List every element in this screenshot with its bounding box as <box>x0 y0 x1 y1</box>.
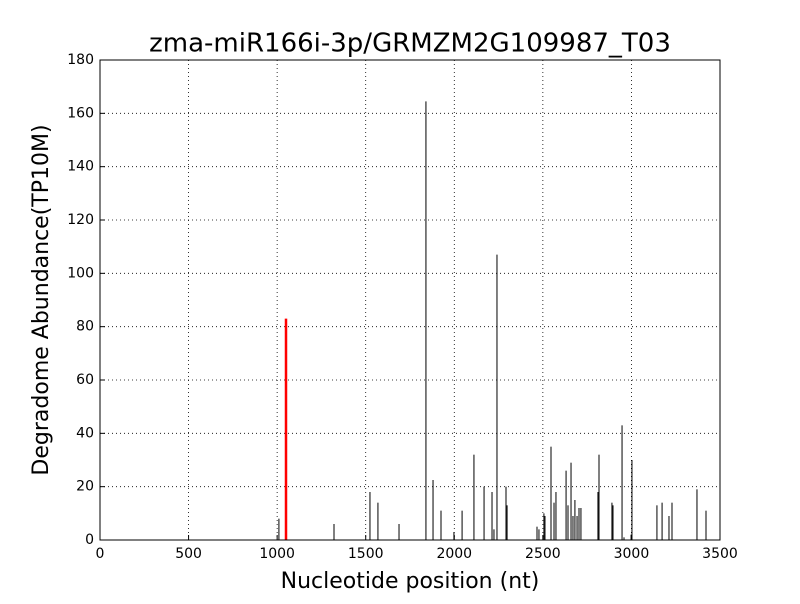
y-tick-label: 80 <box>76 319 94 335</box>
y-tick-label: 160 <box>67 105 94 121</box>
x-tick-label: 0 <box>96 546 105 562</box>
x-tick-label: 3000 <box>614 546 650 562</box>
y-tick-label: 180 <box>67 52 94 68</box>
y-tick-label: 100 <box>67 265 94 281</box>
x-tick-label: 1000 <box>259 546 295 562</box>
y-tick-label: 140 <box>67 159 94 175</box>
y-tick-label: 120 <box>67 212 94 228</box>
chart-title: zma-miR166i-3p/GRMZM2G109987_T03 <box>149 29 671 59</box>
y-tick-label: 60 <box>76 372 94 388</box>
x-axis-label: Nucleotide position (nt) <box>281 569 540 594</box>
x-tick-label: 1500 <box>348 546 384 562</box>
x-tick-label: 2000 <box>436 546 472 562</box>
plot-frame <box>99 59 721 541</box>
x-tick-label: 2500 <box>525 546 561 562</box>
x-tick-label: 500 <box>175 546 202 562</box>
x-tick-label: 3500 <box>702 546 738 562</box>
y-tick-label: 20 <box>76 479 94 495</box>
y-tick-label: 0 <box>85 532 94 548</box>
y-axis-label: Degradome Abundance(TP10M) <box>29 124 54 475</box>
y-tick-label: 40 <box>76 425 94 441</box>
